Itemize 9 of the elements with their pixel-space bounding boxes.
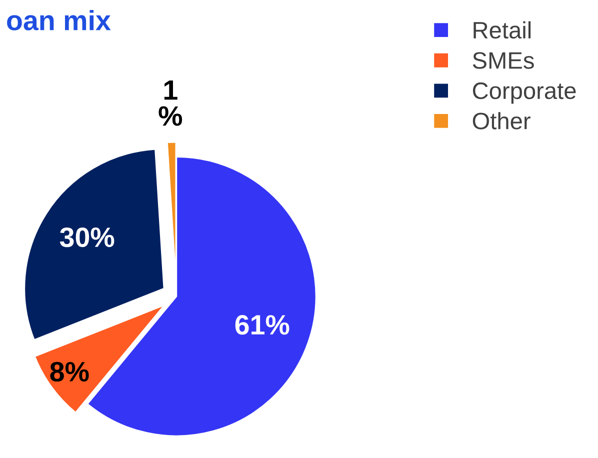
data-label: 1 % (158, 80, 182, 126)
data-label: 30% (60, 227, 114, 248)
legend-label: Corporate (472, 82, 576, 104)
legend-label: Retail (474, 21, 531, 39)
legend-label: SMEs (472, 52, 534, 69)
chart-title: oan mix (7, 10, 111, 30)
data-label: 8% (50, 362, 89, 382)
data-label: 61% (235, 315, 290, 335)
legend-label: Other (472, 112, 530, 130)
